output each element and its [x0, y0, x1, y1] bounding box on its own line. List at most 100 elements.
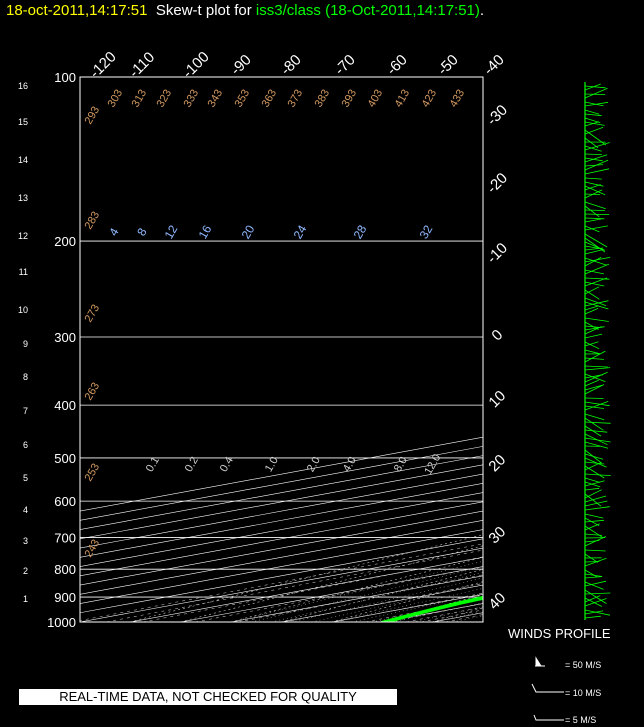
wind-barb-65: [584, 341, 599, 347]
wind-barb-101: [584, 487, 600, 491]
wind-barb-12: [584, 126, 604, 135]
wind-barb-124: [584, 581, 604, 590]
wind-barb-94: [584, 461, 605, 465]
wind-barb-31: [584, 209, 605, 211]
wind-barb-99: [584, 481, 601, 488]
right-temp-label-0: 0: [488, 326, 506, 344]
dry-adiabat-label-423: 423: [420, 88, 440, 110]
wind-legend-50: = 50 M/S: [565, 660, 602, 670]
mixing-ratio-32: [445, 614, 483, 622]
top-temp-label--50: -50: [434, 51, 461, 78]
moist-adiabat-22: [392, 602, 483, 622]
wind-barb-60: [584, 325, 600, 328]
isotherm--70: [80, 520, 483, 595]
wind-barb-48: [584, 277, 610, 280]
wind-barb-61: [584, 326, 605, 331]
isotherm-20: [382, 603, 483, 622]
wind-barb-49: [584, 281, 605, 287]
wind-barb-130: [584, 598, 607, 607]
isotherm--60: [80, 529, 483, 604]
wind-barb-41: [584, 247, 604, 251]
wind-barb-20: [584, 164, 604, 167]
wind-barb-106: [584, 506, 610, 511]
moist-adiabat--2: [271, 572, 483, 622]
dry-adiabat-label-433: 433: [448, 88, 468, 110]
wind-barb-23: [584, 177, 602, 180]
wind-barb-58: [584, 317, 609, 322]
wind-barb-64: [584, 341, 600, 350]
wind-barb-107: [584, 513, 604, 519]
wind-barb-52: [584, 286, 600, 295]
dry-adiabat-label-283: 283: [83, 210, 103, 232]
wind-barb-32: [584, 213, 610, 215]
wind-barb-96: [584, 461, 602, 471]
wind-barb-84: [584, 421, 611, 424]
wind-barb-15: [584, 145, 602, 152]
dry-adiabat-label-363: 363: [260, 88, 280, 110]
pressure-label-700: 700: [54, 531, 76, 546]
wind-barb-36: [584, 225, 608, 231]
dewpoint-profile-line: [380, 595, 483, 622]
dry-adiabat-label-333: 333: [182, 88, 202, 110]
wind-barb-9: [584, 121, 605, 126]
mixing-ratio-label-upper-20: 20: [239, 222, 258, 241]
wind-barb-132: [584, 610, 604, 615]
dry-adiabat-label-313: 313: [130, 88, 150, 110]
dry-adiabat-label-273: 273: [83, 303, 103, 325]
dry-adiabat-343: [633, 77, 644, 622]
height-label-2: 2: [23, 566, 28, 576]
pressure-label-200: 200: [54, 234, 76, 249]
right-temp-label-40: 40: [485, 589, 509, 613]
wind-barb-10: [584, 121, 600, 127]
right-temp-label--20: -20: [484, 170, 511, 197]
wind-barb-17: [584, 153, 602, 155]
pressure-label-800: 800: [54, 562, 76, 577]
mixing-ratio-0.4: [142, 556, 483, 622]
wind-barb-26: [584, 184, 601, 191]
wind-barb-100: [584, 480, 605, 487]
height-label-9: 9: [23, 339, 28, 349]
sounding-profiles: [380, 595, 483, 622]
mixing-ratio-label-upper-24: 24: [291, 222, 310, 241]
wind-barb-2: [584, 93, 606, 95]
wind-barb-50: [584, 277, 608, 287]
dry-adiabat-label-263: 263: [83, 381, 103, 403]
pressure-label-300: 300: [54, 330, 76, 345]
wind-barb-57: [584, 308, 599, 315]
isotherm--40: [80, 547, 483, 622]
wind-barb-40: [584, 245, 600, 249]
wind-barb-21: [584, 159, 609, 171]
wind-barb-70: [584, 365, 608, 368]
wind-barb-128: [584, 597, 603, 607]
isotherm--90: [80, 501, 483, 577]
height-label-7: 7: [23, 406, 28, 416]
dry-adiabat-243: [129, 534, 483, 622]
mixing-ratio-label-upper-32: 32: [417, 222, 436, 241]
mixing-ratio-4: [284, 583, 483, 622]
top-temp-label--60: -60: [383, 51, 410, 78]
wind-legend-barb-5: [533, 714, 564, 721]
mixing-ratio-0.2: [106, 549, 483, 622]
wind-barb-80: [584, 405, 604, 409]
wind-barb-133: [584, 615, 601, 619]
dry-adiabat-label-243: 243: [83, 538, 103, 560]
wind-barb-129: [584, 595, 601, 603]
wind-barb-87: [584, 433, 608, 446]
wind-barb-62: [584, 326, 602, 335]
isotherm--10: [231, 575, 483, 622]
wind-barb-126: [584, 589, 607, 604]
height-label-15: 15: [18, 117, 28, 127]
wind-barb-24: [584, 181, 604, 187]
title-station: iss3/class (18-Oct-2011,14:17:51): [255, 2, 480, 19]
wind-barb-82: [584, 413, 605, 421]
wind-barb-43: [584, 257, 607, 266]
wind-barb-1: [584, 83, 601, 91]
isotherm-40: [482, 621, 483, 622]
right-temp-label-10: 10: [485, 387, 509, 411]
pressure-label-600: 600: [54, 494, 76, 509]
wind-barb-75: [584, 379, 599, 387]
wind-barb-54: [584, 301, 609, 310]
wind-barb-51: [584, 289, 600, 300]
mixing-ratio-1: [195, 566, 483, 622]
mixing-ratio-24: [420, 609, 483, 622]
